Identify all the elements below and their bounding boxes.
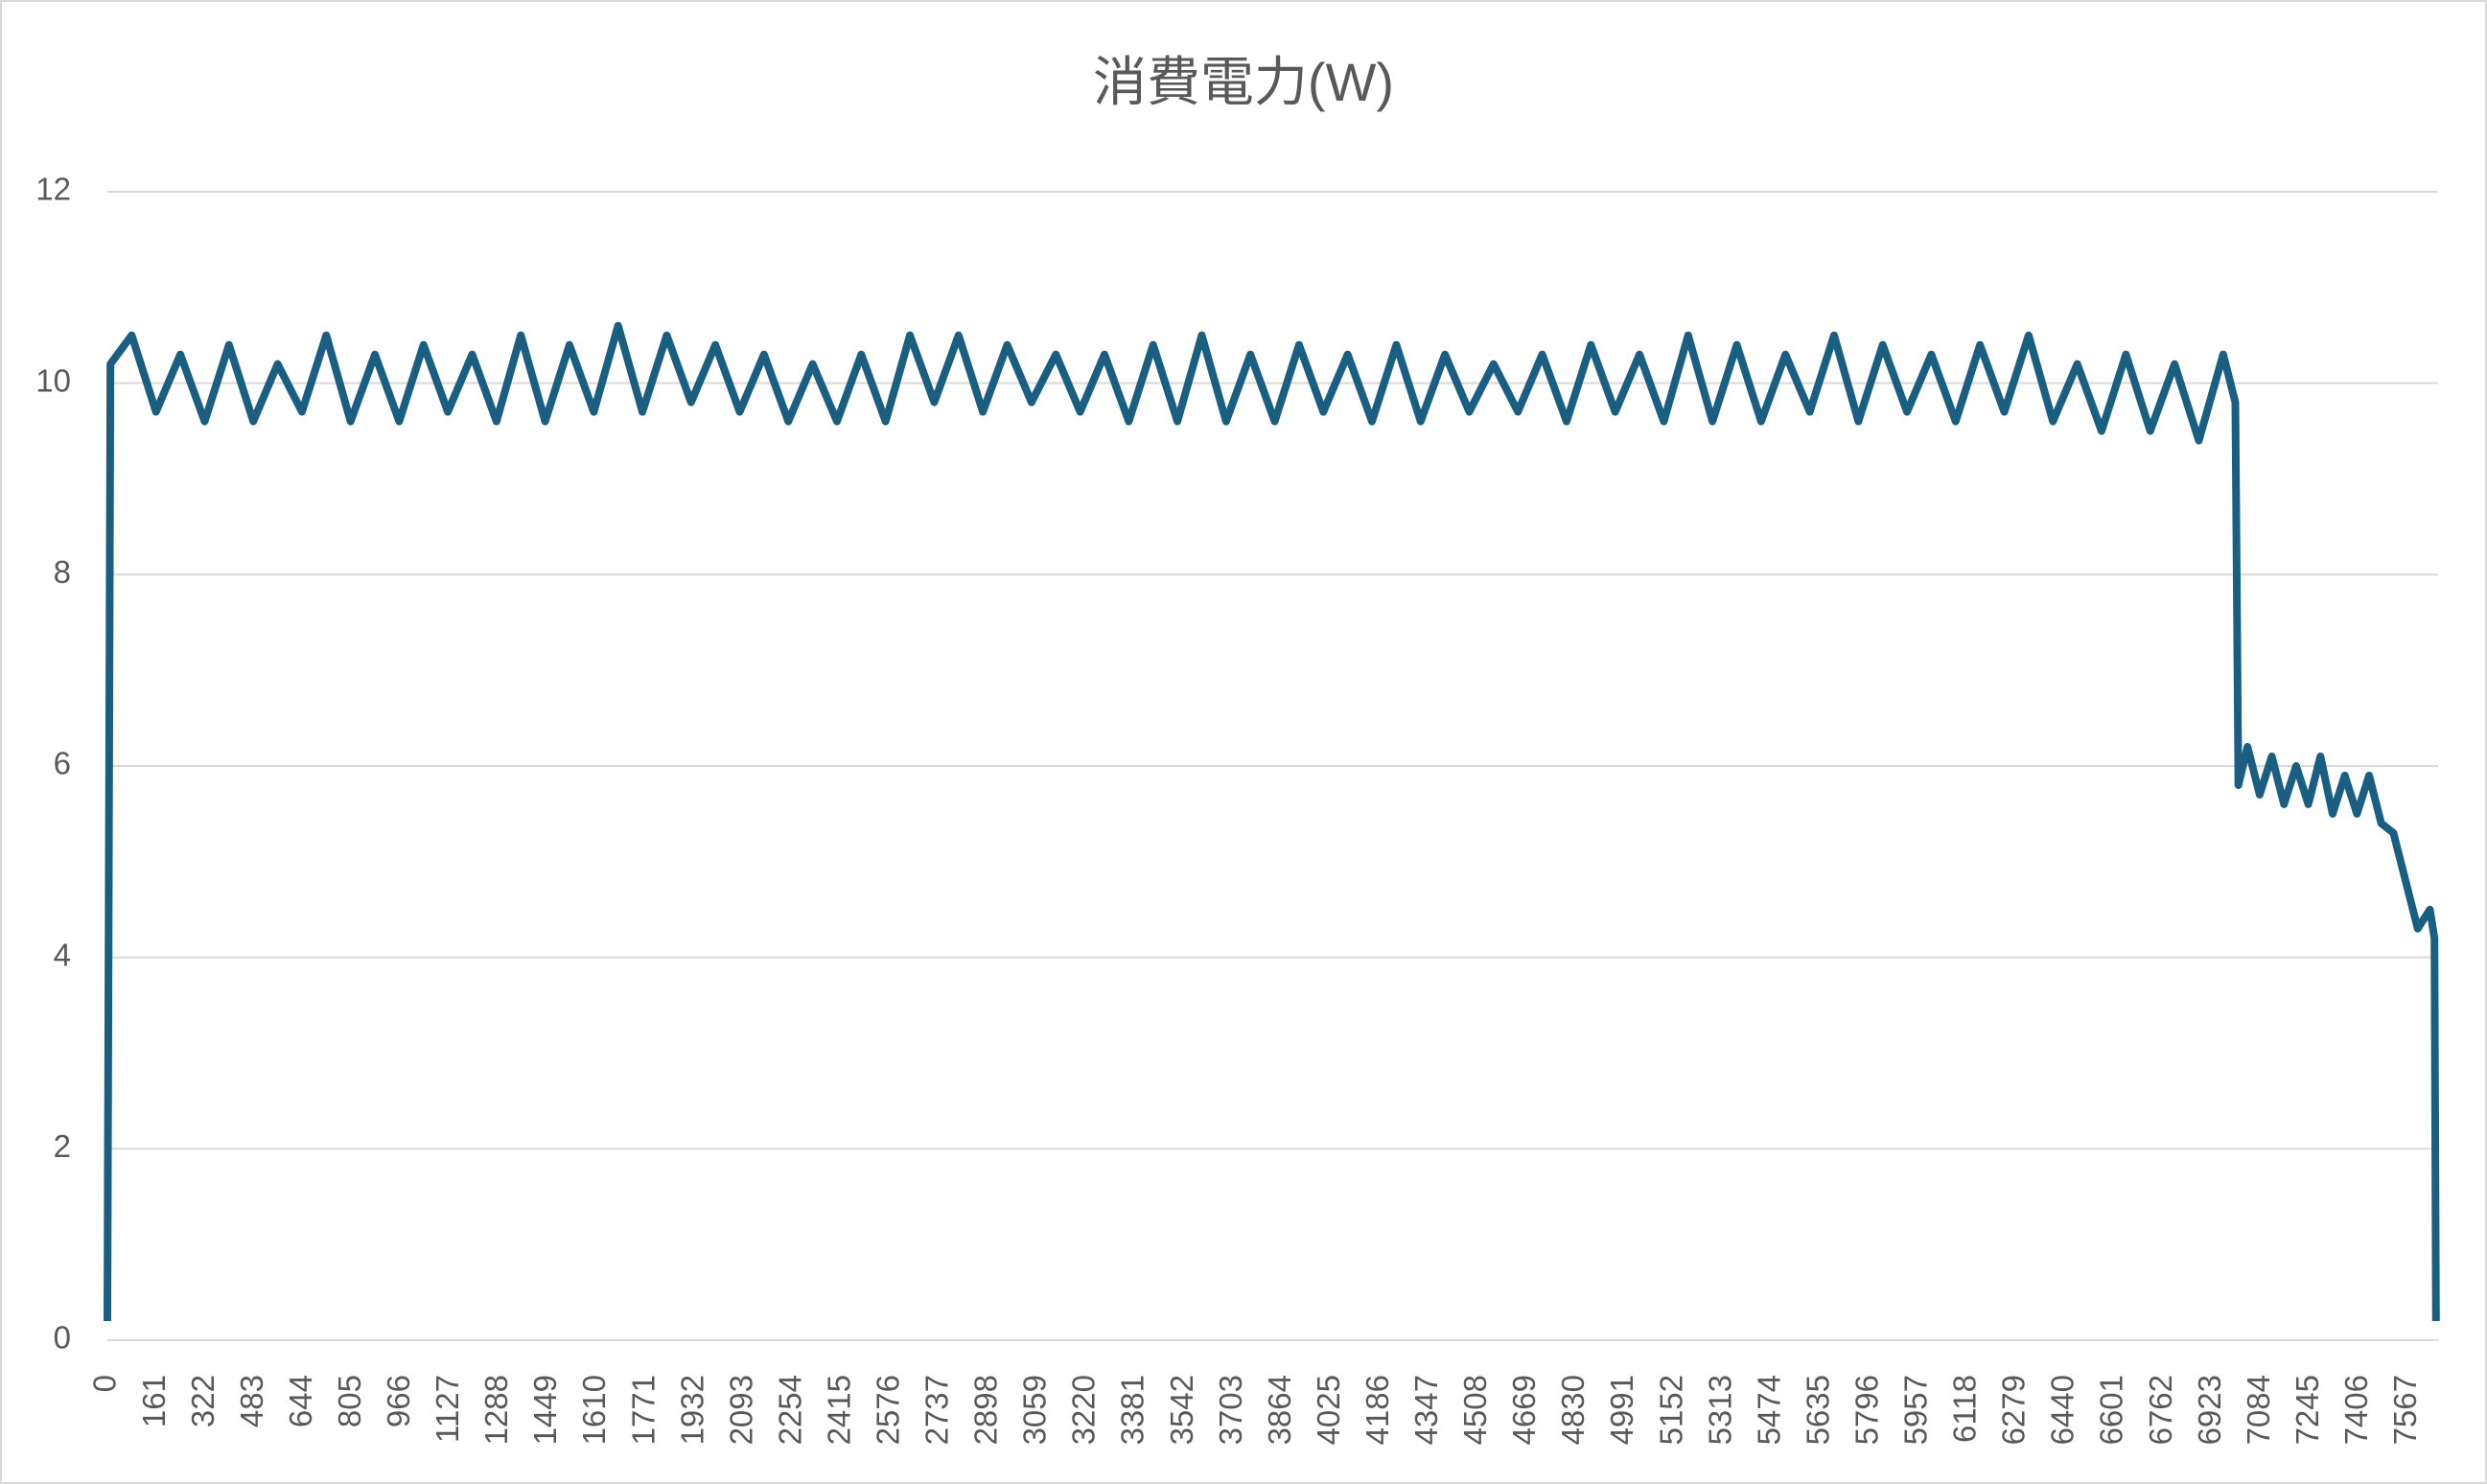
x-tick-label: 4347 bbox=[1408, 1375, 1444, 1445]
y-tick-label: 4 bbox=[54, 937, 71, 972]
x-tick-label: 4991 bbox=[1604, 1375, 1639, 1445]
x-tick-label: 6118 bbox=[1947, 1375, 1983, 1443]
x-tick-label: 5474 bbox=[1751, 1375, 1786, 1445]
x-tick-label: 2576 bbox=[870, 1375, 905, 1445]
x-tick-label: 1771 bbox=[625, 1375, 661, 1445]
x-tick-label: 6923 bbox=[2192, 1375, 2227, 1445]
x-tick-label: 6279 bbox=[1996, 1375, 2032, 1445]
x-tick-label: 6762 bbox=[2143, 1375, 2178, 1445]
x-tick-label: 6601 bbox=[2094, 1375, 2129, 1445]
x-tick-label: 322 bbox=[185, 1375, 221, 1427]
x-tick-label: 1610 bbox=[576, 1375, 612, 1445]
x-tick-label: 2898 bbox=[968, 1375, 1004, 1445]
x-tick-label: 2093 bbox=[723, 1375, 758, 1445]
x-tick-label: 7567 bbox=[2387, 1375, 2423, 1445]
x-tick-label: 2415 bbox=[821, 1375, 856, 1445]
x-tick-label: 2254 bbox=[772, 1375, 807, 1445]
x-tick-label: 966 bbox=[381, 1375, 416, 1427]
y-tick-label: 8 bbox=[54, 554, 71, 590]
chart-title: 消費電力(W) bbox=[1093, 52, 1394, 112]
x-tick-label: 4025 bbox=[1311, 1375, 1346, 1445]
x-tick-label: 2737 bbox=[919, 1375, 955, 1445]
x-tick-label: 0 bbox=[87, 1375, 123, 1392]
x-tick-label: 7406 bbox=[2338, 1375, 2374, 1445]
x-tick-label: 5957 bbox=[1898, 1375, 1934, 1445]
x-tick-label: 7084 bbox=[2241, 1375, 2276, 1445]
x-tick-label: 483 bbox=[234, 1375, 269, 1427]
x-tick-label: 161 bbox=[136, 1375, 172, 1427]
x-tick-label: 3381 bbox=[1115, 1375, 1151, 1445]
x-tick-label: 5635 bbox=[1800, 1375, 1835, 1445]
x-tick-label: 4830 bbox=[1555, 1375, 1591, 1445]
x-tick-label: 1127 bbox=[430, 1375, 465, 1443]
y-tick-label: 10 bbox=[35, 362, 71, 398]
y-tick-label: 2 bbox=[54, 1128, 71, 1164]
x-tick-label: 644 bbox=[283, 1375, 318, 1427]
x-tick-label: 4186 bbox=[1360, 1375, 1395, 1445]
x-tick-label: 3220 bbox=[1066, 1375, 1102, 1445]
x-tick-label: 3703 bbox=[1213, 1375, 1248, 1445]
y-tick-label: 6 bbox=[54, 746, 71, 781]
x-tick-label: 4508 bbox=[1457, 1375, 1493, 1445]
x-tick-label: 805 bbox=[332, 1375, 367, 1427]
x-tick-label: 1288 bbox=[478, 1375, 514, 1445]
x-tick-label: 7245 bbox=[2289, 1375, 2325, 1445]
x-tick-label: 3864 bbox=[1262, 1375, 1297, 1445]
x-tick-label: 5796 bbox=[1848, 1375, 1884, 1445]
x-tick-label: 3542 bbox=[1164, 1375, 1199, 1445]
x-tick-label: 6440 bbox=[2045, 1375, 2080, 1445]
x-tick-label: 1932 bbox=[674, 1375, 709, 1445]
x-tick-label: 3059 bbox=[1017, 1375, 1053, 1445]
y-tick-label: 12 bbox=[35, 172, 71, 207]
x-tick-label: 1449 bbox=[527, 1375, 563, 1445]
x-tick-label: 5152 bbox=[1653, 1375, 1688, 1445]
x-tick-label: 5313 bbox=[1702, 1375, 1737, 1445]
x-tick-label: 4669 bbox=[1506, 1375, 1542, 1445]
y-tick-label: 0 bbox=[54, 1320, 71, 1356]
data-line bbox=[104, 321, 2440, 1322]
